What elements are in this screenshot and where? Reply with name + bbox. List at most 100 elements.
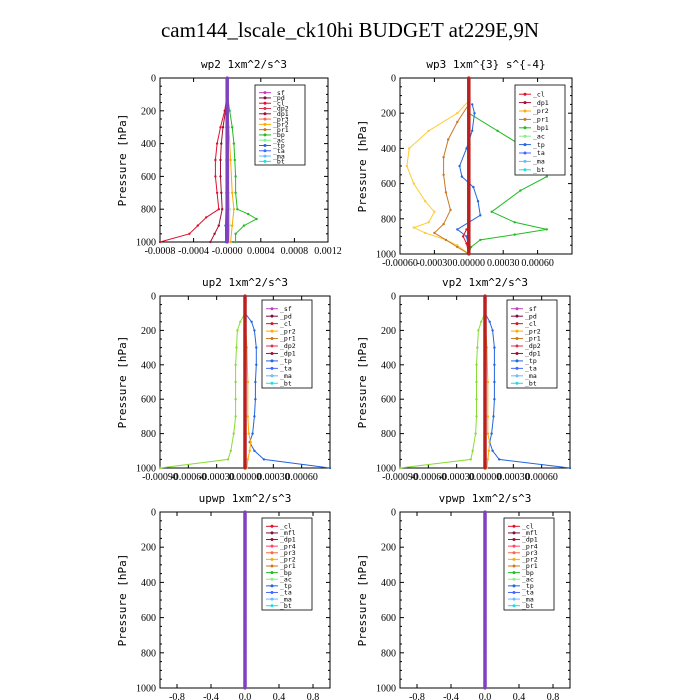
data-point: [405, 164, 409, 168]
data-point: [492, 415, 495, 418]
data-point: [225, 240, 229, 244]
legend-marker: [515, 329, 519, 333]
legend-marker: [263, 96, 267, 100]
series-pr1: [433, 104, 470, 255]
data-point: [424, 200, 427, 203]
y-axis-label: Pressure [hPa]: [356, 120, 369, 213]
x-tick-label: 0.00060: [521, 258, 554, 269]
data-point: [213, 232, 216, 235]
x-tick-label: -0.0008: [145, 246, 176, 257]
legend-marker: [523, 134, 527, 138]
legend-label: _dp2: [273, 105, 289, 113]
x-tick-label: 0.4: [273, 692, 286, 700]
x-tick-label: -0.00030: [416, 258, 452, 269]
legend-marker: [515, 344, 519, 348]
y-tick-label: 800: [381, 648, 396, 659]
legend-label: _pr4: [280, 542, 296, 550]
data-point: [447, 138, 450, 141]
x-tick-label: -0.00090: [382, 472, 418, 483]
legend-marker: [515, 351, 519, 355]
legend-marker: [512, 544, 516, 548]
data-point: [475, 363, 478, 366]
data-point: [458, 164, 461, 168]
data-point: [249, 441, 252, 444]
legend-marker: [263, 138, 267, 142]
data-point: [214, 158, 217, 162]
panel-title: upwp 1xm^2/s^3: [199, 492, 292, 505]
legend-label: _tp: [280, 357, 292, 365]
data-point: [219, 175, 222, 178]
legend-label: _pr2: [280, 327, 296, 335]
data-point: [234, 363, 237, 366]
legend-marker: [515, 366, 519, 370]
y-tick-label: 600: [381, 179, 396, 190]
legend-marker: [523, 117, 527, 121]
data-point: [231, 191, 234, 194]
legend-marker: [270, 524, 274, 528]
legend-marker: [512, 524, 516, 528]
data-point: [255, 363, 258, 366]
legend-box: [506, 299, 558, 389]
data-point: [487, 449, 490, 452]
legend-marker: [515, 359, 519, 363]
data-point: [467, 217, 471, 221]
data-point: [229, 158, 232, 162]
data-point: [247, 212, 250, 216]
legend-label: _ac: [273, 136, 285, 144]
legend-marker: [523, 101, 527, 105]
data-point: [243, 545, 247, 549]
legend-label: _pr2: [522, 556, 538, 564]
data-point: [488, 320, 491, 323]
data-point: [483, 651, 487, 655]
data-point: [243, 432, 247, 436]
data-point: [444, 238, 448, 242]
legend-marker: [270, 571, 274, 575]
data-point: [233, 158, 236, 162]
data-point: [449, 208, 452, 212]
y-tick-label: 600: [141, 395, 156, 406]
legend-marker: [512, 604, 516, 608]
data-point: [232, 142, 236, 145]
legend-marker: [515, 307, 519, 311]
legend-label: _bt: [273, 158, 285, 166]
data-point: [412, 226, 415, 229]
data-point: [513, 221, 516, 224]
legend-label: _ma: [280, 372, 292, 380]
data-point: [545, 175, 548, 178]
legend-marker: [263, 101, 267, 105]
y-tick-label: 400: [381, 360, 396, 371]
data-point: [498, 458, 501, 461]
legend-marker: [512, 564, 516, 568]
data-point: [479, 238, 482, 242]
y-tick-label: 200: [381, 543, 396, 554]
data-point: [225, 207, 229, 211]
legend-label: _bp: [273, 131, 285, 139]
panel-vp2: vp2 1xm^2/s^3 Pressure [hPa] 0 200 400 600 800…: [356, 276, 572, 483]
data-point: [496, 129, 499, 132]
panel-up2: up2 1xm^2/s^3 Pressure [hPa] 0 200 400 600 800…: [116, 276, 332, 483]
y-tick-label: 0: [391, 292, 396, 303]
y-tick-label: 800: [381, 429, 396, 440]
data-point: [486, 432, 489, 435]
data-point: [232, 432, 235, 435]
legend-label: _sf: [525, 305, 537, 313]
legend-marker: [512, 551, 516, 555]
legend-label: _mfl: [522, 529, 538, 537]
data-point: [234, 232, 237, 235]
data-point: [472, 185, 475, 189]
legend-label: _ta: [525, 365, 537, 373]
legend-marker: [515, 374, 519, 378]
data-point: [479, 214, 482, 217]
data-point: [483, 363, 487, 367]
data-point: [217, 224, 220, 227]
panel-title: wp3 1xm^{3} s^{-4}: [426, 58, 545, 71]
y-tick-label: 0: [391, 508, 396, 519]
data-point: [242, 224, 246, 227]
y-tick-label: 1000: [376, 464, 396, 475]
legend-label: _tp: [280, 582, 292, 590]
data-point: [254, 380, 257, 384]
data-point: [215, 142, 219, 145]
y-tick-label: 200: [381, 326, 396, 337]
panel-wp2: wp2 1xm^2/s^3 Pressure [hPa] 0 200 400 600 800…: [116, 58, 342, 257]
